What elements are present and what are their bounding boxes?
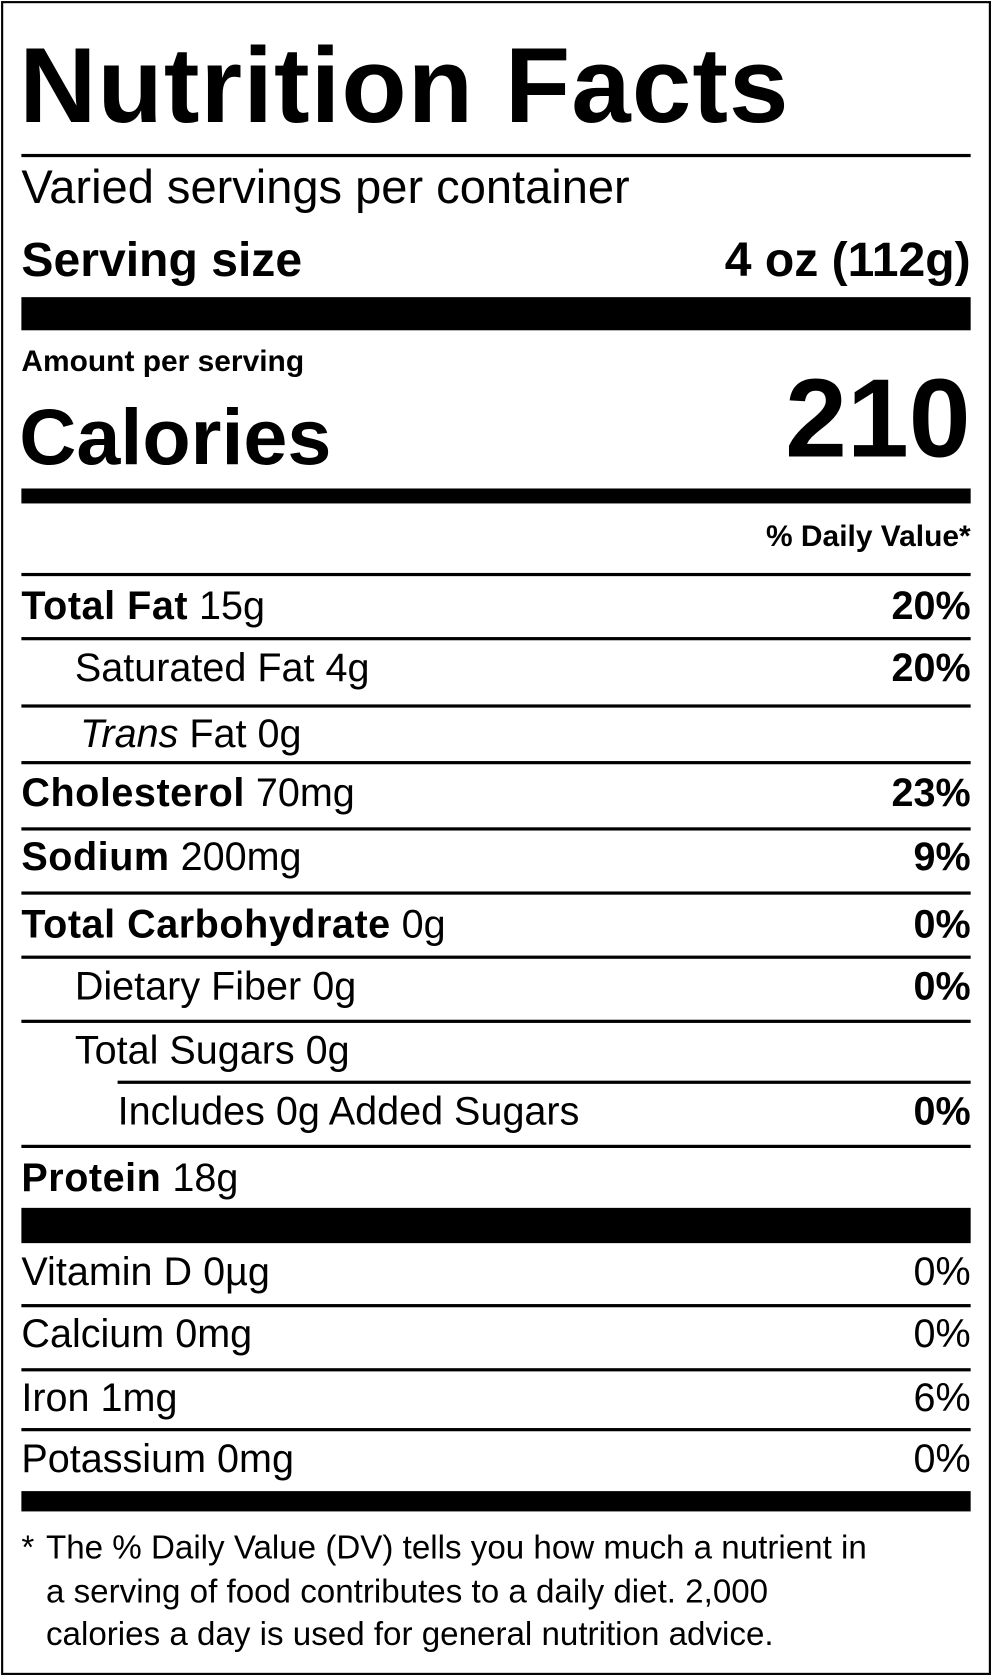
thick-rule xyxy=(21,297,971,331)
rule xyxy=(21,1428,971,1432)
nutrient-name: Cholesterol xyxy=(21,770,245,815)
nutrient-name: Saturated Fat 4g xyxy=(74,645,370,690)
nutrient-amount: 18g xyxy=(172,1155,239,1200)
vitamin-dv: 0% xyxy=(913,1249,971,1294)
footnote-line: The % Daily Value (DV) tells you how muc… xyxy=(45,1528,867,1566)
nutrient-name: Fat 0g xyxy=(189,711,302,756)
nutrient-name: Total Carbohydrate xyxy=(21,902,391,946)
vitamin-name: Potassium 0mg xyxy=(21,1436,294,1481)
nutrient-name: Total Carbohydrate 0g xyxy=(21,904,445,944)
nutrient-name: Total Fat xyxy=(21,583,189,628)
nutrient-dv: 20% xyxy=(891,583,971,628)
rule xyxy=(21,1304,971,1308)
nutrient-name: Total Sugars 0g xyxy=(75,1030,350,1070)
vitamin-dv: 0% xyxy=(913,1311,971,1356)
serving-size-value: 4 oz (112g) xyxy=(724,231,971,287)
nutrient-name: Dietary Fiber 0g xyxy=(75,966,356,1006)
nutrient-name: Dietary Fiber 0g xyxy=(74,964,357,1008)
nutrient-name: Sodium xyxy=(21,834,170,879)
rule xyxy=(117,1080,971,1084)
nutrient-dv: 23% xyxy=(891,770,971,815)
vitamin-dv: 0% xyxy=(913,1436,971,1481)
rule xyxy=(21,572,971,577)
rule xyxy=(21,955,971,959)
dv-header: % Daily Value* xyxy=(766,519,971,553)
nutrient-name: Total Sugars 0g xyxy=(74,1028,350,1073)
nutrient-name: Includes 0g Added Sugars xyxy=(118,1091,580,1131)
nutrient-amount: 15g xyxy=(199,583,266,628)
nutrient-dv: 0% xyxy=(913,964,971,1008)
servings: Varied servings per container xyxy=(21,161,630,214)
amount-per-serving: Amount per serving xyxy=(21,344,305,378)
rule xyxy=(21,1144,971,1148)
rule xyxy=(21,704,971,708)
nutrient-name: Sodium 200mg xyxy=(21,837,301,877)
nutrient-name: Cholesterol 70mg xyxy=(21,773,354,813)
rule xyxy=(21,891,971,895)
nutrient-name: Total Fat 15g xyxy=(21,586,265,626)
vitamin-name: Iron 1mg xyxy=(21,1375,178,1420)
rule xyxy=(21,1368,971,1372)
nutrient-name: Includes 0g Added Sugars xyxy=(117,1089,580,1134)
thick-rule xyxy=(21,1491,971,1512)
nutrient-name-italic: Trans xyxy=(80,711,179,756)
rule xyxy=(21,637,971,641)
vitamin-name: Vitamin D 0µg xyxy=(21,1249,270,1294)
rule xyxy=(21,761,971,765)
nutrient-name: Protein xyxy=(21,1155,162,1200)
footnote-line: a serving of food contributes to a daily… xyxy=(45,1572,769,1610)
nutrient-dv: 0% xyxy=(913,902,971,946)
nutrient-dv: 0% xyxy=(913,1089,971,1134)
nutrient-name: Saturated Fat 4g xyxy=(75,648,370,688)
nutrient-dv: 20% xyxy=(891,645,971,690)
nutrient-amount: 70mg xyxy=(255,770,355,815)
rule xyxy=(21,827,971,831)
nutrient-amount: 200mg xyxy=(180,834,302,879)
footnote-marker: * xyxy=(21,1528,35,1566)
title: Nutrition Facts xyxy=(19,25,790,146)
nutrient-name: Protein 18g xyxy=(21,1158,238,1198)
nutrient-amount: 0g xyxy=(401,902,446,946)
nutrient-dv: 9% xyxy=(913,834,971,879)
thick-rule xyxy=(21,1207,971,1244)
vitamin-name: Calcium 0mg xyxy=(21,1311,253,1356)
rule xyxy=(21,153,971,158)
vitamin-dv: 6% xyxy=(913,1375,971,1420)
nutrient-name: Trans Fat 0g xyxy=(80,714,301,754)
calories-value: 210 xyxy=(785,357,971,482)
thick-rule xyxy=(21,488,971,504)
serving-size-label: Serving size xyxy=(21,231,303,287)
calories-label: Calories xyxy=(19,392,332,482)
footnote-line: calories a day is used for general nutri… xyxy=(45,1615,774,1653)
rule xyxy=(21,1019,971,1023)
